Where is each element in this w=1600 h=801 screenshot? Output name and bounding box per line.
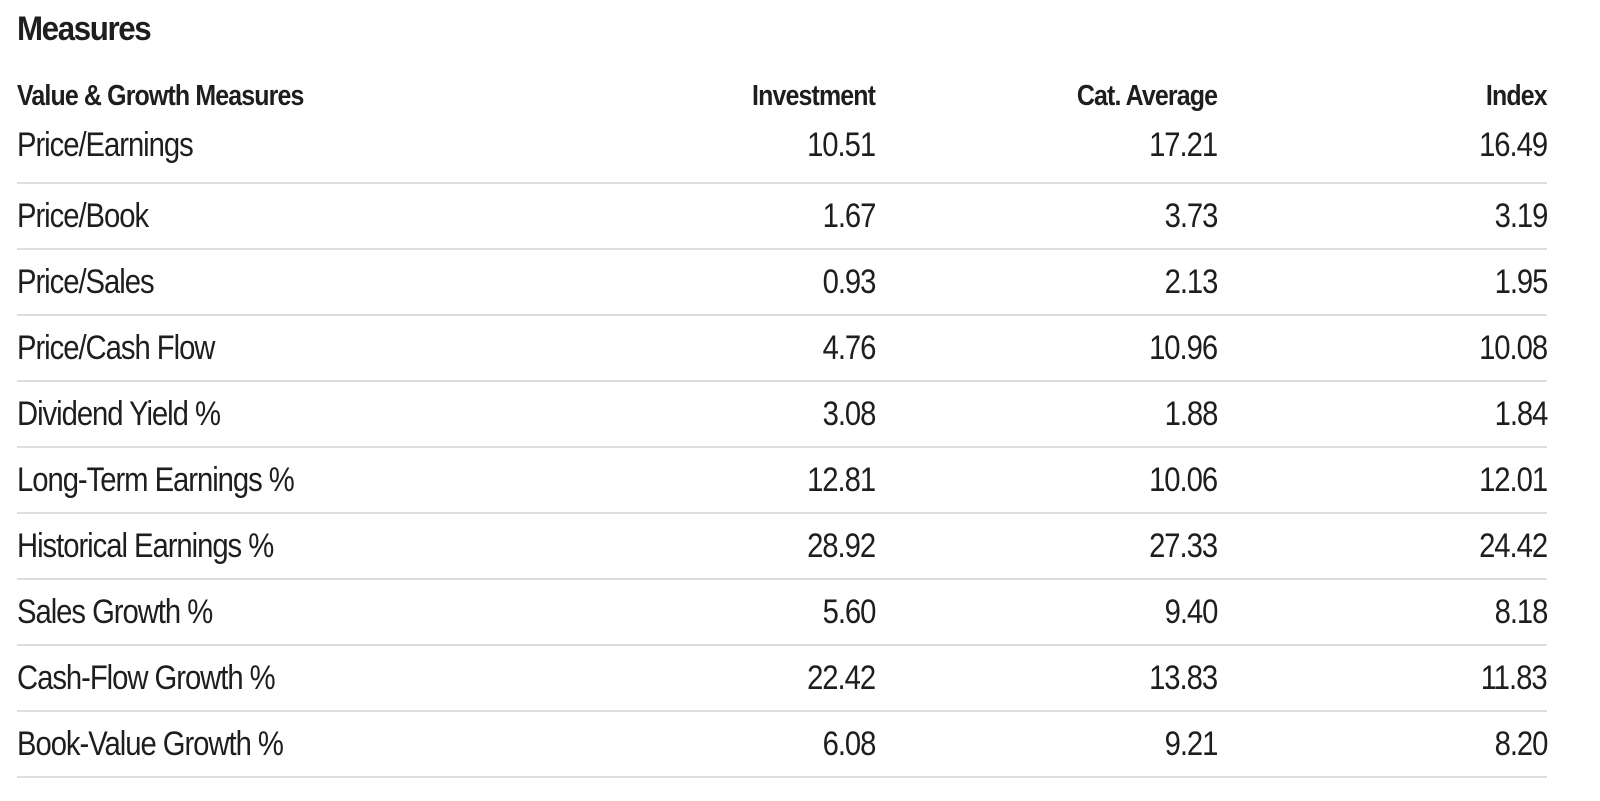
column-header-category-average: Cat. Average xyxy=(1076,79,1218,112)
investment-value: 5.60 xyxy=(537,579,876,646)
investment-value: 22.42 xyxy=(537,645,876,712)
investment-value: 0.93 xyxy=(537,249,876,316)
index-value: 24.42 xyxy=(1217,513,1548,580)
category-average-value: 10.06 xyxy=(875,447,1218,514)
table-row: Sales Growth % 5.60 9.40 8.18 xyxy=(17,579,1548,646)
table-row: Book-Value Growth % 6.08 9.21 8.20 xyxy=(17,711,1548,778)
category-average-value: 13.83 xyxy=(875,645,1218,712)
investment-value: 1.67 xyxy=(537,183,876,250)
category-average-value: 9.21 xyxy=(875,711,1218,778)
value-growth-measures-table: Value & Growth Measures Investment Cat. … xyxy=(17,70,1548,778)
investment-value: 28.92 xyxy=(537,513,876,580)
table-row: Dividend Yield % 3.08 1.88 1.84 xyxy=(17,381,1548,448)
category-average-value: 9.40 xyxy=(875,579,1218,646)
table-header-row: Value & Growth Measures Investment Cat. … xyxy=(17,70,1548,122)
index-value: 1.95 xyxy=(1217,249,1548,316)
measure-name: Cash-Flow Growth % xyxy=(17,645,537,712)
measure-name: Price/Earnings xyxy=(17,122,537,184)
table-row: Price/Sales 0.93 2.13 1.95 xyxy=(17,249,1548,316)
index-value: 3.19 xyxy=(1217,183,1548,250)
column-header-index: Index xyxy=(1486,79,1548,112)
investment-value: 6.08 xyxy=(537,711,876,778)
category-average-value: 3.73 xyxy=(875,183,1218,250)
measure-name: Price/Sales xyxy=(17,249,537,316)
measure-name: Long-Term Earnings % xyxy=(17,447,537,514)
index-value: 10.08 xyxy=(1217,315,1548,382)
measure-name: Book-Value Growth % xyxy=(17,711,537,778)
measure-name: Price/Cash Flow xyxy=(17,315,537,382)
category-average-value: 1.88 xyxy=(875,381,1218,448)
table-row: Price/Earnings 10.51 17.21 16.49 xyxy=(17,122,1548,184)
investment-value: 3.08 xyxy=(537,381,876,448)
category-average-value: 10.96 xyxy=(875,315,1218,382)
table-row: Historical Earnings % 28.92 27.33 24.42 xyxy=(17,513,1548,580)
measure-name: Dividend Yield % xyxy=(17,381,537,448)
category-average-value: 17.21 xyxy=(875,122,1218,184)
index-value: 8.18 xyxy=(1217,579,1548,646)
measure-name: Historical Earnings % xyxy=(17,513,537,580)
index-value: 8.20 xyxy=(1217,711,1548,778)
section-title: Measures xyxy=(17,10,152,48)
category-average-value: 27.33 xyxy=(875,513,1218,580)
investment-value: 10.51 xyxy=(537,122,876,184)
index-value: 1.84 xyxy=(1217,381,1548,448)
index-value: 12.01 xyxy=(1217,447,1548,514)
table-row: Price/Cash Flow 4.76 10.96 10.08 xyxy=(17,315,1548,382)
category-average-value: 2.13 xyxy=(875,249,1218,316)
column-header-investment: Investment xyxy=(751,79,876,112)
column-header-measure: Value & Growth Measures xyxy=(17,79,304,112)
table-row: Long-Term Earnings % 12.81 10.06 12.01 xyxy=(17,447,1548,514)
investment-value: 4.76 xyxy=(537,315,876,382)
index-value: 16.49 xyxy=(1217,122,1548,184)
index-value: 11.83 xyxy=(1217,645,1548,712)
measure-name: Price/Book xyxy=(17,183,537,250)
investment-value: 12.81 xyxy=(537,447,876,514)
table-row: Price/Book 1.67 3.73 3.19 xyxy=(17,183,1548,250)
measure-name: Sales Growth % xyxy=(17,579,537,646)
table-row: Cash-Flow Growth % 22.42 13.83 11.83 xyxy=(17,645,1548,712)
